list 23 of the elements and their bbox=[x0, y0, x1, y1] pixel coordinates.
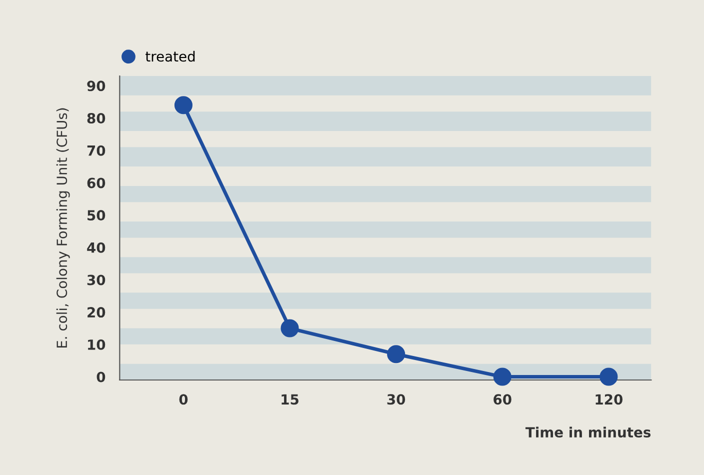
y-tick-label: 60 bbox=[87, 178, 106, 188]
x-tick-label: 15 bbox=[282, 394, 298, 405]
x-tick-label: 120 bbox=[596, 394, 623, 405]
point bbox=[600, 368, 618, 386]
y-tick-label: 50 bbox=[88, 210, 106, 221]
legend-label: treated bbox=[146, 50, 195, 62]
x-axis-title: Time in minutes bbox=[525, 426, 651, 438]
y-tick-label: 70 bbox=[87, 145, 106, 156]
x-tick-label: 0 bbox=[179, 394, 188, 405]
y-axis-title: E. coli, Colony Forming Unit (CFUs) bbox=[56, 108, 70, 348]
point bbox=[280, 319, 299, 338]
x-tick-label: 60 bbox=[494, 394, 512, 405]
point bbox=[493, 368, 512, 386]
x-tick-label: 30 bbox=[387, 394, 406, 405]
y-tick-label: 30 bbox=[87, 274, 106, 286]
point bbox=[387, 345, 406, 364]
y-tick-label: 90 bbox=[87, 80, 106, 92]
y-tick-label: 80 bbox=[87, 113, 106, 124]
y-tick-label: 0 bbox=[96, 372, 106, 382]
point bbox=[174, 96, 192, 114]
y-tick-label: 40 bbox=[87, 242, 106, 253]
y-tick-label: 20 bbox=[88, 307, 106, 318]
y-tick-label: 10 bbox=[88, 339, 106, 350]
